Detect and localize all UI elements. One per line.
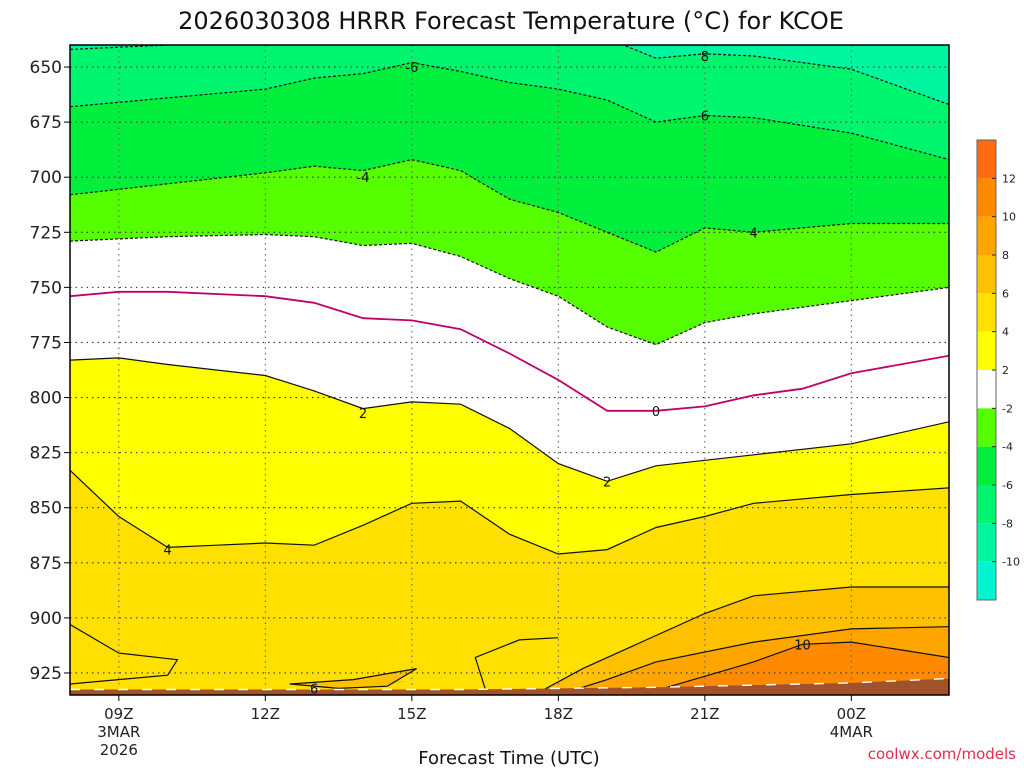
y-tick-label: 800 xyxy=(30,389,62,409)
y-tick-label: 825 xyxy=(30,444,62,464)
x-tick-label: 00Z xyxy=(837,705,866,723)
band-minus8-to-minus6 xyxy=(70,45,949,160)
contour-0-4 xyxy=(70,290,949,412)
y-tick-label: 900 xyxy=(30,609,62,629)
x-tick-label: 12Z xyxy=(251,705,280,723)
y-tick-label: 675 xyxy=(30,113,62,133)
x-tick-date: 3MAR xyxy=(97,723,140,741)
contour-label-4: 4 xyxy=(164,544,172,559)
y-tick-label: 750 xyxy=(30,278,62,298)
credit-text[interactable]: coolwx.com/models xyxy=(868,745,1016,763)
x-tick-year: 2026 xyxy=(100,741,138,759)
contour-label-10: 10 xyxy=(794,638,811,653)
colorbar-label: 8 xyxy=(1002,249,1009,262)
colorbar-bin xyxy=(977,331,996,370)
x-tick-label: 09Z xyxy=(104,705,133,723)
colorbar-bin xyxy=(977,485,996,524)
colorbar-bin xyxy=(977,370,996,409)
colorbar-label: 4 xyxy=(1002,326,1009,339)
colorbar: 12 10 8 6 4 2 -2 -4 -6 -8 -10 xyxy=(976,139,1020,601)
contour-label--6: -6 xyxy=(405,61,418,76)
x-tick-label: 18Z xyxy=(544,705,573,723)
contour-label-0: 0 xyxy=(652,405,660,420)
contour-6-9 xyxy=(474,637,559,689)
contour-label--8: 8 xyxy=(701,50,709,65)
colorbar-label: 2 xyxy=(1002,364,1009,377)
y-tick-label: 850 xyxy=(30,499,62,519)
contour-6-8 xyxy=(289,668,418,690)
colorbar-bin xyxy=(977,523,996,562)
colorbar-bin xyxy=(977,561,996,600)
contour-4-6 xyxy=(70,469,949,555)
x-axis-label: Forecast Time (UTC) xyxy=(418,748,599,768)
colorbar-label: -8 xyxy=(1002,517,1013,530)
y-tick-label: 925 xyxy=(30,664,62,684)
colorbar-bin xyxy=(977,293,996,332)
x-tick-label: 21Z xyxy=(690,705,719,723)
contour--6-1 xyxy=(70,61,949,161)
y-tick-label: 700 xyxy=(30,168,62,188)
terrain xyxy=(70,677,949,695)
colorbar-bin xyxy=(977,408,996,447)
band-minus10-to-minus8 xyxy=(70,45,949,105)
y-tick-label: 775 xyxy=(30,333,62,353)
colorbar-label: -6 xyxy=(1002,479,1013,492)
y-tick-label: 725 xyxy=(30,223,62,243)
plot-frame xyxy=(69,44,950,696)
y-tick-label: 875 xyxy=(30,554,62,574)
contour-6-7 xyxy=(533,586,949,695)
contour-2-5 xyxy=(70,357,949,482)
colorbar-label: 10 xyxy=(1002,211,1016,224)
colorbar-label: -2 xyxy=(1002,402,1013,415)
contour--4-2 xyxy=(70,158,949,253)
colorbar-bin xyxy=(977,446,996,485)
x-tick-label: 15Z xyxy=(397,705,426,723)
y-tick-label: 650 xyxy=(30,58,62,78)
band-10-to-12 xyxy=(656,642,949,695)
colorbar-label: 12 xyxy=(1002,172,1016,185)
colorbar-frame xyxy=(976,139,997,601)
grid-lines xyxy=(70,45,949,695)
contour-10-12 xyxy=(655,641,949,692)
colorbar-bin xyxy=(977,178,996,217)
terrain-fill xyxy=(70,678,949,695)
chart-title: 2026030308 HRRR Forecast Temperature (°C… xyxy=(178,7,844,35)
colorbar-label: -4 xyxy=(1002,441,1013,454)
contour-label-2: 2 xyxy=(359,407,367,422)
contour-label--4: 4 xyxy=(750,226,758,241)
colorbar-bin xyxy=(977,216,996,255)
contour-6-10 xyxy=(70,623,179,685)
colorbar-bin xyxy=(977,140,996,179)
y-axis: 650 675 700 725 750 775 800 825 850 875 900 925 xyxy=(30,58,70,684)
contour-lines xyxy=(70,45,949,695)
temperature-bands xyxy=(70,45,949,695)
contour--2-3 xyxy=(70,233,949,346)
contour-label-2: 2 xyxy=(603,475,611,490)
colorbar-label: -10 xyxy=(1002,556,1020,569)
colorbar-bin xyxy=(977,255,996,294)
contour-8-11 xyxy=(558,626,949,695)
colorbar-label: 6 xyxy=(1002,287,1009,300)
contour-label--4: -4 xyxy=(357,171,370,186)
contour-labels: 8 -6 6 -4 4 0 2 2 4 6 10 xyxy=(164,50,811,697)
contour-label--6: 6 xyxy=(701,110,709,125)
contour-label-6: 6 xyxy=(310,682,318,697)
x-tick-date: 4MAR xyxy=(830,723,873,741)
